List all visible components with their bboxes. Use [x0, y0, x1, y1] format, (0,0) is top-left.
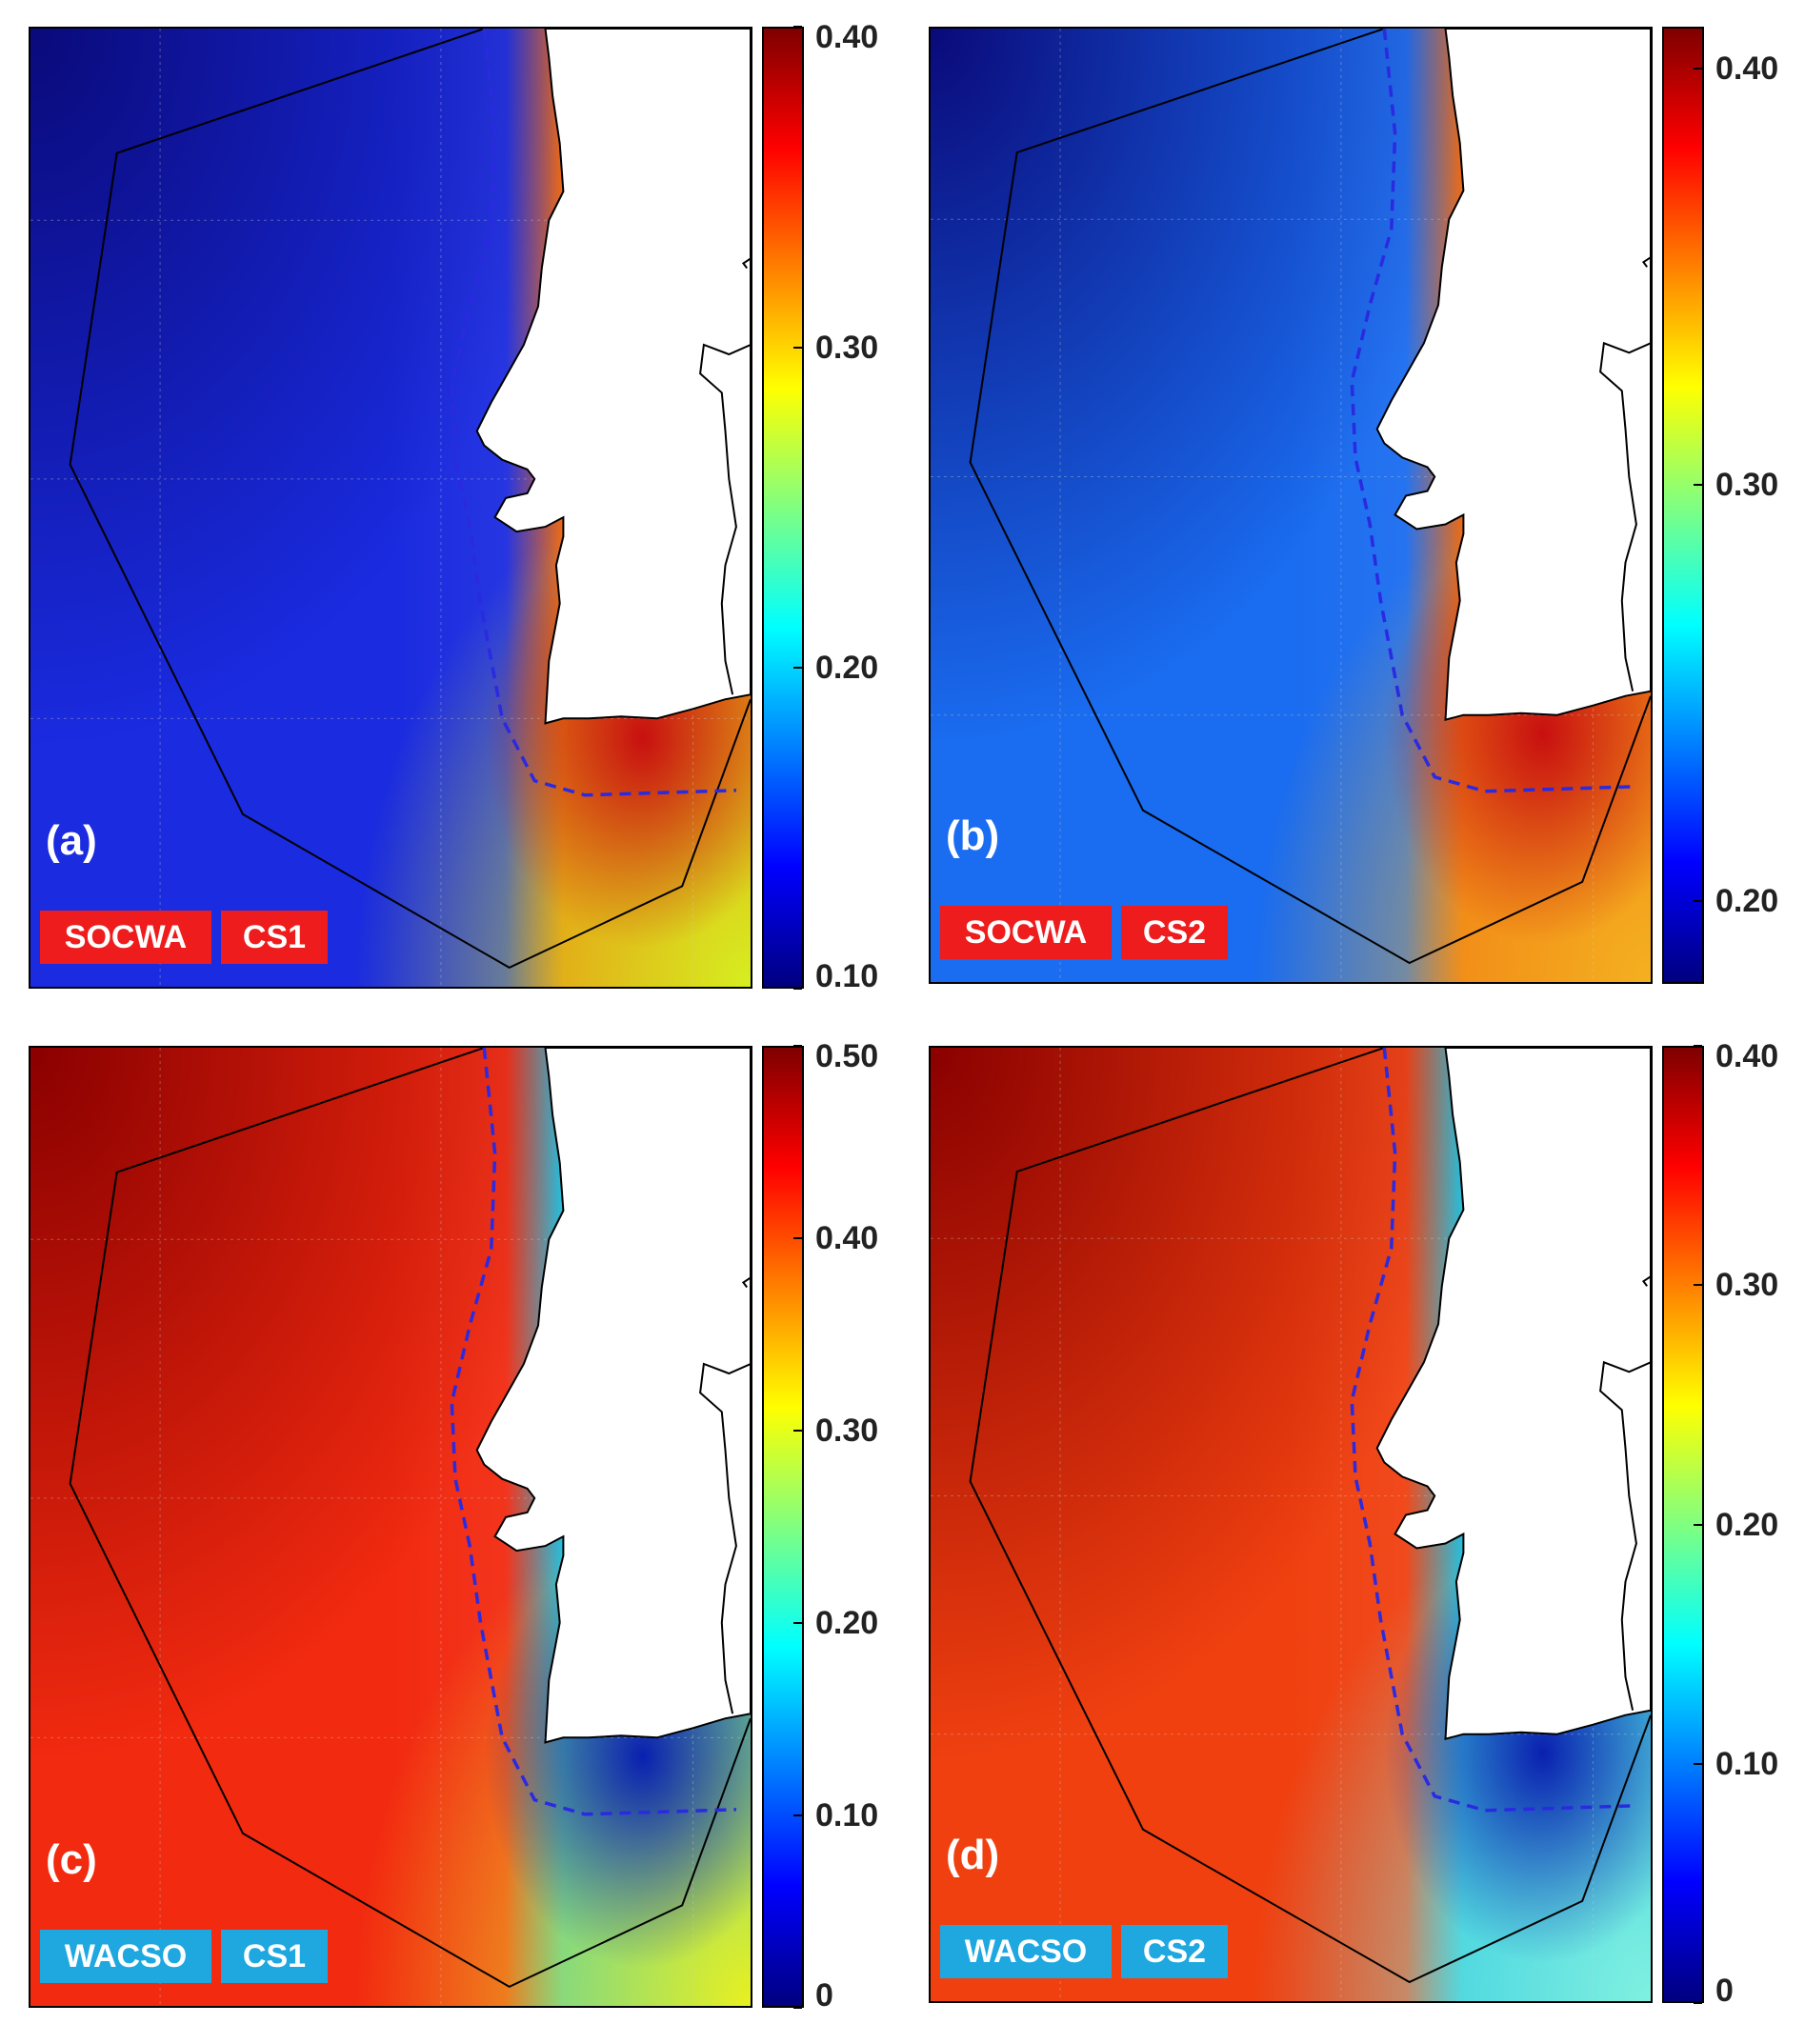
map-c: (c) WACSO CS1	[29, 1046, 752, 2008]
country-border	[1641, 1275, 1651, 1287]
panel-d: (d) WACSO CS2 0.40 0.30 0.20 0.10 0	[902, 1022, 1805, 2044]
colorbar-c	[762, 1046, 804, 2008]
colorbar-tick-mark	[793, 988, 802, 990]
country-border	[1599, 1360, 1651, 1711]
country-border	[1641, 256, 1651, 268]
colorbar-tick-label: 0.30	[815, 1413, 879, 1449]
colorbar-tick-label: 0.40	[815, 1220, 879, 1256]
colorbar-tick-label: 0.20	[1715, 882, 1779, 919]
colorbar-tick-label: 0.30	[1715, 1267, 1779, 1304]
colorbar-tick-label: 0	[1715, 1973, 1734, 2009]
colorbar-tick-label: 0.40	[1715, 1038, 1779, 1074]
colorbar-tick-label: 0.20	[815, 1605, 879, 1641]
land-mass	[475, 29, 751, 725]
case-tag: CS2	[1121, 1925, 1228, 1978]
land-mass	[1375, 1048, 1651, 1741]
colorbar-tick-mark	[793, 667, 802, 670]
domain-boundary	[69, 29, 751, 970]
colorbar-tick-label: 0.20	[1715, 1506, 1779, 1543]
country-border	[741, 257, 751, 270]
field-map-b	[931, 29, 1651, 982]
scenario-tag: WACSO	[40, 1930, 211, 1983]
colorbar-tick-label: 0.30	[815, 329, 879, 366]
case-tag: CS1	[221, 911, 328, 964]
colorbar-tick-label: 0.10	[1715, 1745, 1779, 1782]
country-border	[1599, 341, 1651, 691]
colorbar-tick-mark	[793, 2007, 802, 2009]
case-tag: CS2	[1121, 906, 1228, 959]
map-a: (a) SOCWA CS1	[29, 27, 752, 989]
field-map-d	[931, 1048, 1651, 2001]
land-mass	[475, 1048, 751, 1744]
map-b: (b) SOCWA CS2	[929, 27, 1653, 984]
country-border	[699, 1362, 751, 1714]
colorbar-tick-mark	[1694, 483, 1702, 486]
colorbar-tick-label: 0.10	[815, 958, 879, 994]
field-map-c	[30, 1048, 751, 2006]
land-mass	[1375, 29, 1651, 722]
domain-boundary	[969, 1048, 1651, 1984]
case-tag: CS1	[221, 1930, 328, 1983]
colorbar-tick-mark	[1694, 67, 1702, 70]
colorbar-tick-mark	[793, 1045, 802, 1047]
country-border	[699, 343, 751, 695]
scenario-tag: SOCWA	[40, 911, 211, 964]
colorbar-tick-mark	[793, 26, 802, 28]
colorbar-tick-mark	[1694, 1045, 1702, 1047]
colorbar-tick-label: 0.30	[1715, 466, 1779, 503]
colorbar-a	[762, 27, 804, 989]
scenario-tag: SOCWA	[940, 906, 1112, 959]
domain-boundary	[69, 1048, 751, 1989]
colorbar-tick-label: 0.50	[815, 1038, 879, 1074]
colorbar-tick-mark	[793, 1430, 802, 1432]
panel-letter: (b)	[946, 812, 1000, 859]
colorbar-tick-mark	[1694, 1284, 1702, 1287]
country-border	[741, 1276, 751, 1289]
colorbar-tick-mark	[1694, 899, 1702, 902]
colorbar-tick-mark	[1694, 1523, 1702, 1526]
field-map-a	[30, 29, 751, 987]
colorbar-tick-label: 0	[815, 1977, 833, 2014]
colorbar-b	[1662, 27, 1704, 984]
panel-letter: (a)	[46, 817, 97, 864]
colorbar-tick-mark	[1694, 1762, 1702, 1765]
colorbar-tick-label: 0.40	[815, 19, 879, 55]
colorbar-tick-label: 0.20	[815, 650, 879, 687]
colorbar-tick-mark	[793, 1237, 802, 1239]
panel-letter: (d)	[946, 1832, 1000, 1878]
colorbar-tick-mark	[793, 1814, 802, 1816]
colorbar-tick-label: 0.40	[1715, 50, 1779, 87]
panel-letter: (c)	[46, 1836, 97, 1883]
map-d: (d) WACSO CS2	[929, 1046, 1653, 2003]
colorbar-tick-mark	[1694, 2002, 1702, 2004]
panel-b: (b) SOCWA CS2 0.40 0.30 0.20	[902, 0, 1805, 1022]
panel-a: (a) SOCWA CS1 0.40 0.30 0.20 0.10	[0, 0, 902, 1022]
colorbar-tick-mark	[793, 1622, 802, 1624]
colorbar-tick-label: 0.10	[815, 1797, 879, 1834]
panel-c: (c) WACSO CS1 0.50 0.40 0.30 0.20 0.10 0	[0, 1022, 902, 2044]
domain-boundary	[969, 29, 1651, 965]
colorbar-tick-mark	[793, 346, 802, 349]
scenario-tag: WACSO	[940, 1925, 1112, 1978]
